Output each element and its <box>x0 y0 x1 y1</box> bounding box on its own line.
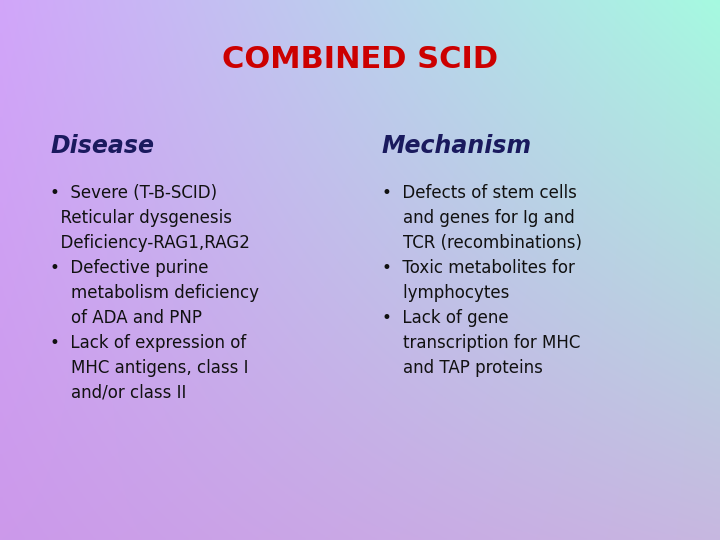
Text: •  Severe (T-B-SCID)
  Reticular dysgenesis
  Deficiency-RAG1,RAG2
•  Defective : • Severe (T-B-SCID) Reticular dysgenesis… <box>50 184 259 402</box>
Text: •  Defects of stem cells
    and genes for Ig and
    TCR (recombinations)
•  To: • Defects of stem cells and genes for Ig… <box>382 184 582 376</box>
Text: Mechanism: Mechanism <box>382 134 532 158</box>
Text: COMBINED SCID: COMBINED SCID <box>222 45 498 74</box>
Text: Disease: Disease <box>50 134 154 158</box>
